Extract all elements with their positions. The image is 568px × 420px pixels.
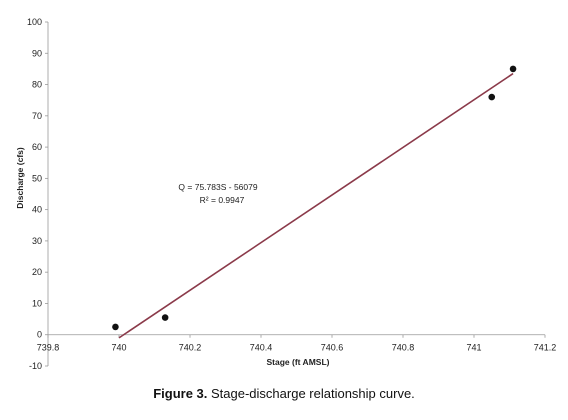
data-point	[112, 323, 119, 331]
y-tick-label: 30	[32, 236, 42, 246]
trendline-equation: Q = 75.783S - 56079	[178, 182, 257, 192]
x-tick-label: 741.2	[534, 343, 557, 353]
x-tick-label: 740.4	[250, 343, 273, 353]
figure-caption-text: Stage-discharge relationship curve.	[207, 386, 415, 401]
y-tick-label: 20	[32, 267, 42, 277]
data-point	[161, 314, 169, 321]
y-tick-label: 90	[32, 48, 42, 58]
y-tick-label: 100	[27, 17, 42, 27]
chart-area: -10 0 10 20 30 40 50 60 70 80 90 100 739.8 740 740.2 7…	[15, 17, 557, 371]
data-points	[112, 65, 517, 331]
y-tick-label: -10	[29, 361, 42, 371]
trendline	[118, 72, 514, 339]
y-tick-label: 80	[32, 80, 42, 90]
r-squared-label: R² = 0.9947	[200, 195, 245, 205]
x-tick-label: 740	[111, 343, 126, 353]
x-tick-label: 739.8	[37, 343, 60, 353]
x-axis: 739.8 740 740.2 740.4 740.6 740.8 741 741.2	[37, 334, 557, 353]
y-tick-label: 0	[37, 330, 42, 340]
x-tick-label: 740.2	[179, 343, 202, 353]
y-tick-label: 10	[32, 298, 42, 308]
x-tick-label: 740.6	[321, 343, 344, 353]
x-tick-label: 741	[466, 343, 481, 353]
y-axis: -10 0 10 20 30 40 50 60 70 80 90 100	[27, 17, 49, 371]
figure-caption-label: Figure 3.	[153, 386, 208, 401]
data-point	[509, 65, 517, 73]
trendline-group	[118, 72, 514, 339]
x-tick-label: 740.8	[392, 343, 415, 353]
y-axis-title: Discharge (cfs)	[15, 147, 25, 209]
figure-caption: Figure 3. Stage-discharge relationship c…	[0, 386, 568, 401]
y-tick-label: 70	[32, 111, 42, 121]
y-tick-label: 50	[32, 173, 42, 183]
x-axis-title: Stage (ft AMSL)	[267, 357, 330, 367]
y-tick-label: 40	[32, 205, 42, 215]
data-point	[488, 93, 496, 101]
y-tick-label: 60	[32, 142, 42, 152]
